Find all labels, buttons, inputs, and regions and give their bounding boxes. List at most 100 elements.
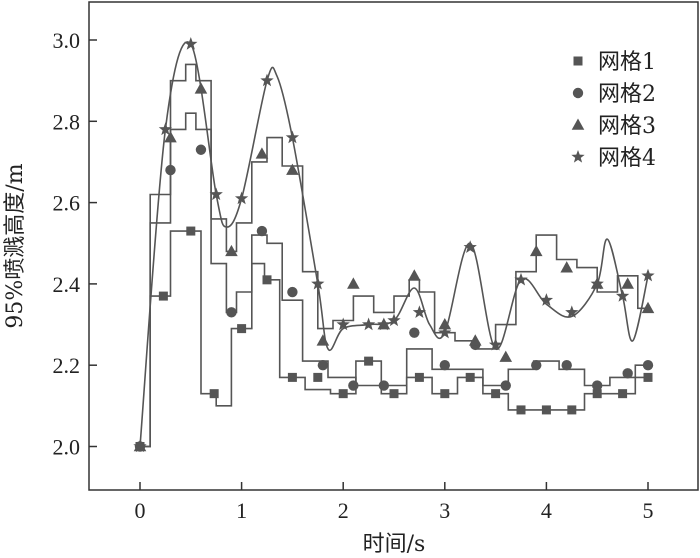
legend-square-icon	[573, 56, 583, 66]
data-point-triangle	[468, 334, 482, 346]
plot-frame	[88, 1, 699, 491]
legend-item-3: 网格3	[571, 114, 656, 139]
data-point-square	[541, 405, 551, 415]
data-point-circle	[439, 360, 450, 371]
data-point-square	[287, 372, 297, 382]
data-point-star	[336, 317, 350, 331]
data-point-square	[364, 356, 374, 366]
data-point-star	[539, 293, 554, 306]
data-point-star	[387, 313, 401, 327]
x-tick-label: 1	[236, 498, 247, 523]
data-point-triangle	[499, 350, 513, 362]
data-point-circle	[348, 380, 359, 391]
data-point-square	[567, 405, 577, 415]
data-point-square	[414, 372, 424, 382]
data-point-star	[377, 317, 391, 331]
data-point-circle	[287, 286, 298, 298]
data-point-star	[311, 276, 325, 290]
data-point-circle	[256, 225, 268, 237]
data-point-star	[641, 268, 655, 282]
data-point-triangle	[347, 277, 360, 289]
data-point-square	[465, 372, 475, 382]
legend-label-1: 网格1	[598, 50, 656, 75]
data-point-square	[389, 389, 399, 399]
data-point-square	[491, 389, 501, 399]
data-point-square	[338, 389, 348, 399]
legend-item-1: 网格1	[573, 50, 656, 75]
data-point-square	[440, 389, 450, 399]
data-point-square	[516, 405, 526, 415]
data-point-star	[158, 122, 173, 136]
data-point-triangle	[164, 131, 177, 143]
data-point-triangle	[529, 244, 543, 257]
data-point-star	[615, 289, 630, 302]
data-point-circle	[195, 144, 207, 155]
legend-marker-circle	[572, 87, 584, 99]
data-point-circle	[592, 380, 603, 391]
data-point-circle	[317, 360, 329, 371]
y-tick-label: 2.8	[53, 109, 81, 134]
data-point-square	[262, 275, 272, 285]
legend-triangle-icon	[571, 118, 585, 130]
data-point-star	[412, 305, 427, 319]
data-point-triangle	[408, 269, 421, 281]
data-point-square	[209, 389, 219, 399]
series-line-3	[140, 63, 648, 448]
data-point-star	[514, 272, 528, 286]
data-point-circle	[531, 360, 542, 371]
axis-layer: 0 1 2 3 4 5 2.0 2.2 2.4 2.6 2.8 3.0	[53, 28, 654, 523]
series-4	[133, 37, 655, 453]
data-point-star	[361, 317, 376, 331]
data-point-square	[186, 226, 196, 236]
data-point-star	[565, 305, 579, 319]
data-point-square	[643, 372, 653, 382]
y-axis-title: 95%喷溅高度/m	[3, 163, 28, 328]
data-point-circle	[378, 380, 390, 391]
data-point-star	[260, 73, 274, 87]
x-tick-label: 0	[135, 498, 146, 523]
legend: 网格1 网格2 网格3 网格4	[571, 50, 656, 171]
data-point-triangle	[286, 163, 299, 175]
y-tick-label: 2.0	[53, 435, 81, 460]
y-tick-label: 2.4	[53, 272, 81, 297]
legend-label-3: 网格3	[598, 114, 656, 139]
data-point-circle	[561, 360, 572, 371]
data-point-triangle	[641, 301, 655, 314]
x-tick-label: 2	[338, 498, 349, 523]
data-point-square	[618, 389, 628, 399]
data-point-square	[313, 372, 323, 382]
data-point-star	[209, 187, 223, 201]
legend-label-4: 网格4	[598, 146, 656, 171]
data-point-square	[592, 389, 602, 399]
data-point-triangle	[560, 261, 574, 273]
data-point-triangle	[255, 147, 269, 159]
data-point-circle	[409, 327, 420, 338]
data-point-star	[184, 37, 198, 50]
data-point-star	[285, 130, 300, 144]
data-point-star	[234, 191, 249, 205]
x-axis-title: 时间/s	[363, 532, 426, 557]
data-point-star	[463, 240, 477, 253]
series-layer	[133, 37, 655, 453]
legend-item-4: 网格4	[571, 146, 656, 171]
legend-marker-square	[573, 56, 583, 66]
data-point-circle	[226, 307, 237, 318]
series-1	[135, 226, 653, 451]
series-line-1	[140, 230, 648, 448]
x-tick-label: 4	[541, 498, 552, 523]
data-point-circle	[642, 360, 654, 371]
legend-label-2: 网格2	[598, 82, 656, 107]
data-point-triangle	[225, 244, 238, 257]
data-point-star	[438, 325, 452, 339]
y-tick-label: 2.6	[53, 191, 81, 216]
data-point-star	[488, 337, 503, 351]
data-point-square	[237, 324, 247, 334]
data-point-circle	[500, 380, 511, 391]
data-point-triangle	[621, 277, 634, 289]
legend-star-icon	[571, 150, 585, 163]
series-2	[134, 112, 654, 452]
legend-marker-triangle	[571, 118, 585, 130]
series-line-2	[140, 112, 648, 448]
